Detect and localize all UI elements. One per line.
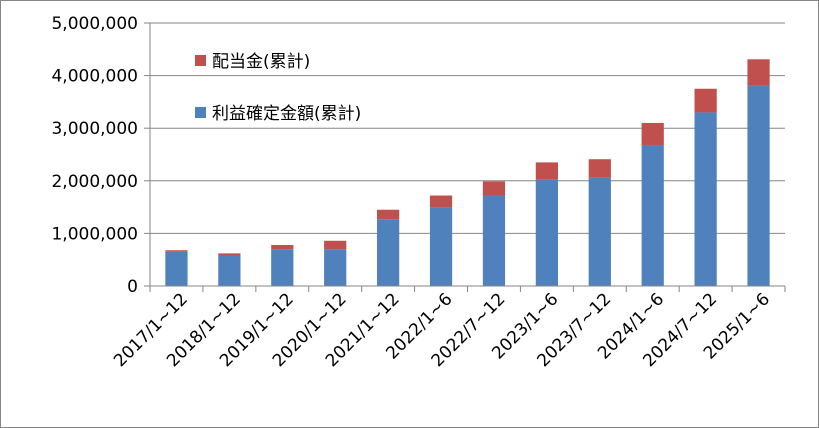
bar-dividend	[377, 209, 400, 220]
bar-dividend	[324, 240, 347, 250]
legend-swatch-profit	[195, 107, 206, 118]
bar-dividend	[694, 88, 717, 113]
bar-profit	[641, 145, 664, 286]
bar-dividend	[747, 59, 770, 86]
legend-swatch-dividend	[195, 55, 206, 66]
bar-profit	[377, 219, 400, 286]
bars	[165, 59, 770, 287]
y-tick-label: 5,000,000	[51, 14, 138, 34]
bar-profit	[535, 179, 558, 286]
legend-label-dividend: 配当金(累計)	[212, 52, 310, 72]
bar-profit	[482, 195, 506, 286]
bar-dividend	[429, 195, 453, 208]
bar-dividend	[271, 244, 294, 250]
y-tick-label: 1,000,000	[51, 224, 138, 244]
bar-dividend	[588, 159, 611, 178]
bar-profit	[271, 249, 294, 286]
bar-profit	[694, 112, 717, 286]
bar-profit	[429, 207, 453, 286]
y-tick-label: 4,000,000	[51, 67, 138, 87]
y-tick-labels: 0 1,000,000 2,000,000 3,000,000 4,000,000 5,0…	[51, 14, 138, 297]
bar-dividend	[482, 181, 506, 196]
legend-label-profit: 利益確定金額(累計)	[212, 104, 361, 124]
y-tick-label: 0	[127, 277, 138, 297]
bar-profit	[747, 85, 770, 287]
gridlines	[150, 22, 785, 234]
axes	[144, 22, 786, 292]
y-tick-label: 3,000,000	[51, 119, 138, 139]
y-tick-label: 2,000,000	[51, 172, 138, 192]
bar-dividend	[535, 162, 558, 180]
x-tick-labels: 2017/1~122018/1~122019/1~122020/1~122021…	[110, 289, 774, 371]
bar-dividend	[165, 250, 188, 252]
bar-profit	[218, 255, 241, 286]
bar-profit	[324, 249, 347, 286]
bar-profit	[588, 177, 611, 286]
legend: 配当金(累計) 利益確定金額(累計)	[195, 52, 361, 124]
bar-dividend	[218, 253, 241, 256]
bar-profit	[165, 251, 188, 286]
bar-dividend	[641, 122, 664, 146]
